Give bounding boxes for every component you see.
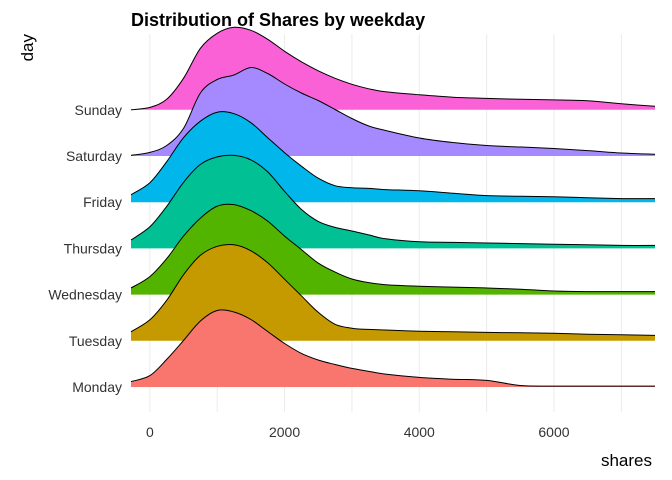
ridge-saturday-outline <box>130 66 656 156</box>
x-tick-label: 2000 <box>269 424 300 440</box>
y-tick-labels: Sunday Saturday Friday Thursday Wednesday Tue… <box>48 102 122 395</box>
y-tick-label-sunday: Sunday <box>75 102 122 118</box>
x-tick-labels: 0 2000 4000 6000 <box>146 424 570 440</box>
ridge-monday-outline <box>130 309 655 387</box>
y-tick-label-wednesday: Wednesday <box>48 287 122 303</box>
ridge-tuesday-area <box>131 244 655 341</box>
y-axis-title: day <box>18 34 37 62</box>
x-tick-label: 6000 <box>538 424 569 440</box>
x-tick-label: 4000 <box>404 424 435 440</box>
y-tick-label-tuesday: Tuesday <box>69 333 122 349</box>
ridge-friday-outline <box>130 111 656 200</box>
ridges <box>130 26 656 387</box>
y-tick-label-thursday: Thursday <box>64 240 122 256</box>
ridge-monday-area <box>131 309 655 387</box>
x-axis-title: shares <box>601 451 652 470</box>
ridge-sunday-outline <box>130 26 656 111</box>
chart-title: Distribution of Shares by weekday <box>131 10 425 30</box>
y-tick-label-monday: Monday <box>72 379 122 395</box>
ridge-wednesday-outline <box>130 203 655 293</box>
y-tick-label-saturday: Saturday <box>66 148 122 164</box>
ridge-thursday-outline <box>130 154 656 246</box>
x-tick-label: 0 <box>146 424 154 440</box>
y-tick-label-friday: Friday <box>83 194 122 210</box>
ridge-tuesday-outline <box>130 244 656 336</box>
